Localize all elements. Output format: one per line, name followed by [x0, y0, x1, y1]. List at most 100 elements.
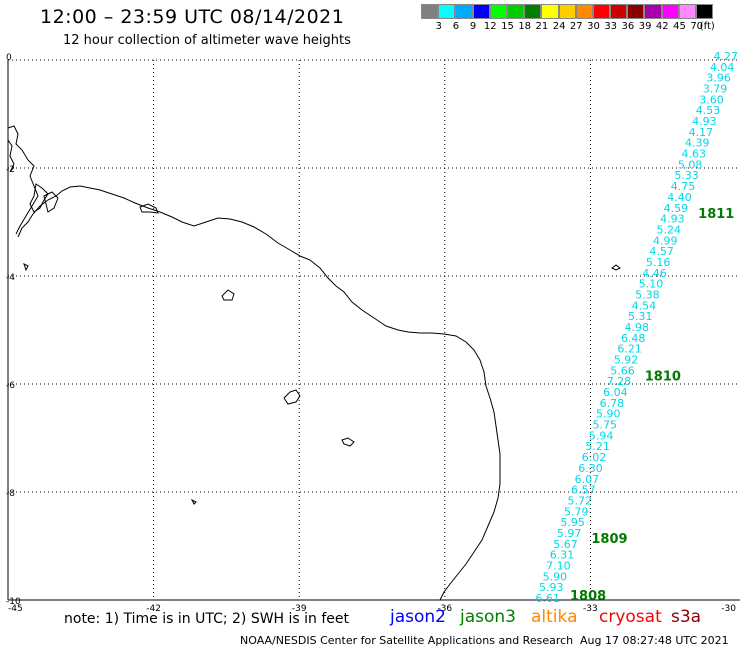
satellite-s3a: s3a: [671, 607, 702, 627]
swh-value: 4.99: [653, 234, 678, 247]
legend-swatch: [696, 4, 714, 19]
swh-value: 5.92: [614, 354, 639, 367]
map-title: 12:00 – 23:59 UTC 08/14/2021: [40, 6, 345, 28]
swh-value: 7.10: [546, 559, 571, 572]
legend-swatch: [524, 4, 542, 19]
swh-value: 5.33: [674, 169, 699, 182]
legend-label: 27: [569, 21, 583, 32]
swh-value: 3.60: [699, 93, 724, 106]
swh-value: 6.21: [617, 343, 642, 356]
swh-value: 5.67: [553, 538, 578, 551]
swh-value: 3.96: [706, 72, 731, 85]
swh-value: 5.79: [564, 505, 589, 518]
altimeter-track: 4.274.043.963.793.604.534.934.174.394.63…: [536, 50, 739, 605]
swh-value: 4.93: [692, 115, 717, 128]
latitude-label: -6: [6, 381, 15, 391]
track-time-labels: 1811 1810 1809 1808: [570, 207, 734, 604]
legend-swatch: [575, 4, 593, 19]
legend-label: 70: [690, 21, 704, 32]
coastline: [7, 125, 621, 601]
swh-value: 4.46: [642, 267, 667, 280]
legend-label: 12: [483, 21, 497, 32]
legend-label: 45: [673, 21, 686, 32]
footnote: note: 1) Time is in UTC; 2) SWH is in fe…: [64, 611, 350, 627]
pass-time-label: 1809: [591, 532, 627, 547]
swh-value: 4.63: [681, 148, 706, 161]
legend-label: 24: [552, 21, 566, 32]
legend-label: 15: [501, 21, 514, 32]
swh-value: 4.04: [710, 61, 735, 74]
swh-value: 6.31: [550, 549, 575, 562]
legend-swatch: [506, 4, 525, 19]
legend-label: 36: [621, 21, 635, 32]
swh-value: 6.04: [603, 386, 628, 399]
legend-swatch: [678, 4, 696, 19]
map-subtitle: 12 hour collection of altimeter wave hei…: [63, 33, 351, 48]
pass-time-label: 1811: [698, 207, 734, 222]
legend-label: 6: [452, 21, 460, 32]
swh-value: 4.98: [625, 321, 650, 334]
longitude-label: -42: [146, 604, 161, 614]
generation-timestamp: Aug 17 08:27:48 UTC 2021: [580, 634, 729, 647]
swh-value: 4.53: [696, 104, 721, 117]
color-legend: [421, 4, 714, 19]
legend-swatch: [558, 4, 576, 19]
swh-value: 4.27: [714, 50, 739, 63]
swh-value: 4.57: [649, 245, 674, 258]
swh-value: 4.93: [660, 213, 685, 226]
legend-label: 3: [435, 21, 442, 32]
swh-value: 4.75: [671, 180, 696, 193]
legend-swatch: [644, 4, 662, 19]
color-legend-labels: 3 6 9 12 15 18 21 24 27 30 33 36 39 42 45 70 (ft): [421, 21, 740, 35]
legend-swatch: [661, 4, 679, 19]
swh-value: 6.02: [582, 451, 607, 464]
legend-label: 33: [604, 21, 618, 32]
longitude-label: -39: [292, 604, 307, 614]
satellite-jason2: jason2: [390, 607, 446, 627]
legend-swatch: [592, 4, 611, 19]
swh-value: 4.59: [664, 202, 689, 215]
legend-label: (ft): [699, 21, 715, 32]
legend-label: 9: [469, 21, 477, 32]
legend-label: 21: [535, 21, 549, 32]
latitude-label: -10: [6, 597, 21, 607]
legend-label: 42: [655, 21, 669, 32]
swh-value: 5.08: [678, 158, 703, 171]
swh-value: 6.07: [575, 473, 600, 486]
swh-value: 5.94: [589, 429, 614, 442]
swh-value: 5.75: [592, 419, 617, 432]
legend-swatch: [438, 4, 456, 19]
swh-value: 5.31: [628, 310, 653, 323]
latitude-label: 0: [6, 53, 12, 63]
swh-value: 5.66: [610, 364, 635, 377]
legend-swatch: [421, 4, 439, 19]
legend-swatch: [472, 4, 490, 19]
longitude-label: -33: [583, 604, 598, 614]
swh-value: 5.93: [539, 581, 564, 594]
swh-value: 6.30: [578, 462, 603, 475]
swh-value: 6.48: [621, 332, 646, 345]
swh-value: 5.16: [646, 256, 671, 269]
legend-label: 30: [587, 21, 600, 32]
latitude-label: -4: [6, 273, 15, 283]
swh-value: 5.24: [657, 223, 682, 236]
legend-swatch: [627, 4, 645, 19]
satellite-jason3: jason3: [460, 607, 516, 627]
legend-swatch: [610, 4, 628, 19]
swh-value: 5.10: [639, 278, 664, 291]
swh-value: 5.90: [596, 408, 621, 421]
swh-value: 5.21: [585, 440, 610, 453]
swh-value: 4.40: [667, 191, 692, 204]
latitude-label: -8: [6, 489, 15, 499]
credit-line: NOAA/NESDIS Center for Satellite Applica…: [240, 634, 574, 647]
swh-value: 4.17: [689, 126, 714, 139]
legend-swatch: [455, 4, 473, 19]
longitude-label: -45: [8, 604, 23, 614]
swh-value: 5.95: [560, 516, 585, 529]
swh-value: 4.39: [685, 137, 710, 150]
longitude-label: -30: [721, 604, 736, 614]
swh-value: 3.79: [703, 83, 728, 96]
longitude-label: -36: [437, 604, 452, 614]
swh-value: 6.57: [571, 484, 596, 497]
